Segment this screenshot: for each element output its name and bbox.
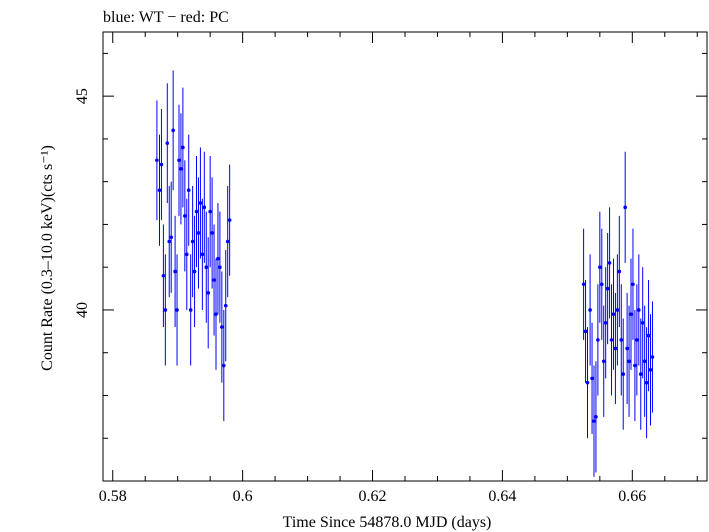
x-tick-label: 0.66 <box>618 488 646 505</box>
data-point <box>214 312 218 317</box>
data-point <box>225 239 230 244</box>
plot-frame <box>102 31 708 482</box>
data-point <box>598 265 602 269</box>
x-axis-label: Time Since 54878.0 MJD (days) <box>283 514 492 531</box>
data-point <box>629 312 633 317</box>
data-marks <box>155 70 655 477</box>
data-point <box>625 346 629 351</box>
data-point <box>177 158 181 163</box>
data-point <box>188 308 193 312</box>
data-point <box>583 329 588 334</box>
data-point <box>611 312 616 317</box>
data-point <box>648 368 653 372</box>
data-point <box>212 278 216 282</box>
data-point <box>644 380 649 385</box>
data-point <box>619 338 624 342</box>
axis-ticks <box>103 32 707 481</box>
data-point <box>204 265 209 269</box>
data-point <box>640 320 645 325</box>
data-point <box>607 261 612 265</box>
data-point <box>617 269 622 274</box>
data-point <box>623 205 627 210</box>
data-point <box>161 273 166 278</box>
data-point <box>646 333 651 338</box>
data-point <box>590 376 594 381</box>
data-point <box>165 141 170 145</box>
data-point <box>605 286 610 291</box>
data-point <box>594 415 598 419</box>
tick-labels: 0.58 0.6 0.62 0.64 0.66 40 45 <box>74 88 646 505</box>
y-tick-label: 45 <box>74 88 91 104</box>
data-point <box>169 235 173 240</box>
data-point <box>633 363 637 368</box>
data-point <box>638 372 643 376</box>
data-point <box>592 419 596 423</box>
data-point <box>581 282 586 287</box>
data-point <box>613 346 618 351</box>
data-point <box>218 265 222 269</box>
data-point <box>196 231 201 235</box>
data-point <box>171 128 175 133</box>
data-point <box>220 325 224 329</box>
data-point <box>202 205 207 210</box>
data-point <box>223 303 228 308</box>
data-point <box>631 282 635 287</box>
data-point <box>222 363 226 368</box>
data-point <box>198 201 203 205</box>
data-point <box>186 188 191 193</box>
series-wt <box>155 70 232 422</box>
data-point <box>601 359 606 364</box>
x-tick-label: 0.6 <box>233 488 253 505</box>
series-pc <box>581 151 655 477</box>
data-point <box>596 338 600 342</box>
data-point <box>206 291 211 295</box>
data-point <box>621 372 626 376</box>
data-point <box>216 256 220 261</box>
data-point <box>585 380 590 385</box>
data-point <box>167 239 172 244</box>
data-point <box>635 338 639 342</box>
data-point <box>175 308 179 312</box>
y-axis-label: Count Rate (0.3–10.0 keV)(cts s⁻¹) <box>39 145 56 371</box>
x-tick-label: 0.64 <box>488 488 516 505</box>
y-tick-label: 40 <box>74 302 91 318</box>
data-point <box>192 269 197 274</box>
data-point <box>173 269 177 274</box>
data-point <box>588 308 592 312</box>
data-point <box>163 308 168 312</box>
data-point <box>609 338 614 342</box>
data-point <box>157 188 162 193</box>
chart-title: blue: WT − red: PC <box>103 9 229 26</box>
data-point <box>642 359 647 364</box>
data-point <box>190 239 195 244</box>
data-point <box>210 231 214 235</box>
data-point <box>650 355 655 359</box>
data-point <box>159 162 164 167</box>
data-point <box>615 308 620 312</box>
data-point <box>200 252 205 257</box>
data-point <box>179 167 183 171</box>
data-point <box>194 209 199 214</box>
data-point <box>181 145 185 150</box>
data-point <box>637 308 641 312</box>
data-point <box>155 158 159 163</box>
data-point <box>184 252 189 257</box>
data-point <box>183 214 187 218</box>
data-point <box>599 282 604 287</box>
data-point <box>627 359 631 364</box>
x-tick-label: 0.58 <box>99 488 127 505</box>
data-point <box>227 218 232 222</box>
x-tick-label: 0.62 <box>359 488 387 505</box>
data-point <box>603 320 608 325</box>
data-point <box>208 209 212 214</box>
